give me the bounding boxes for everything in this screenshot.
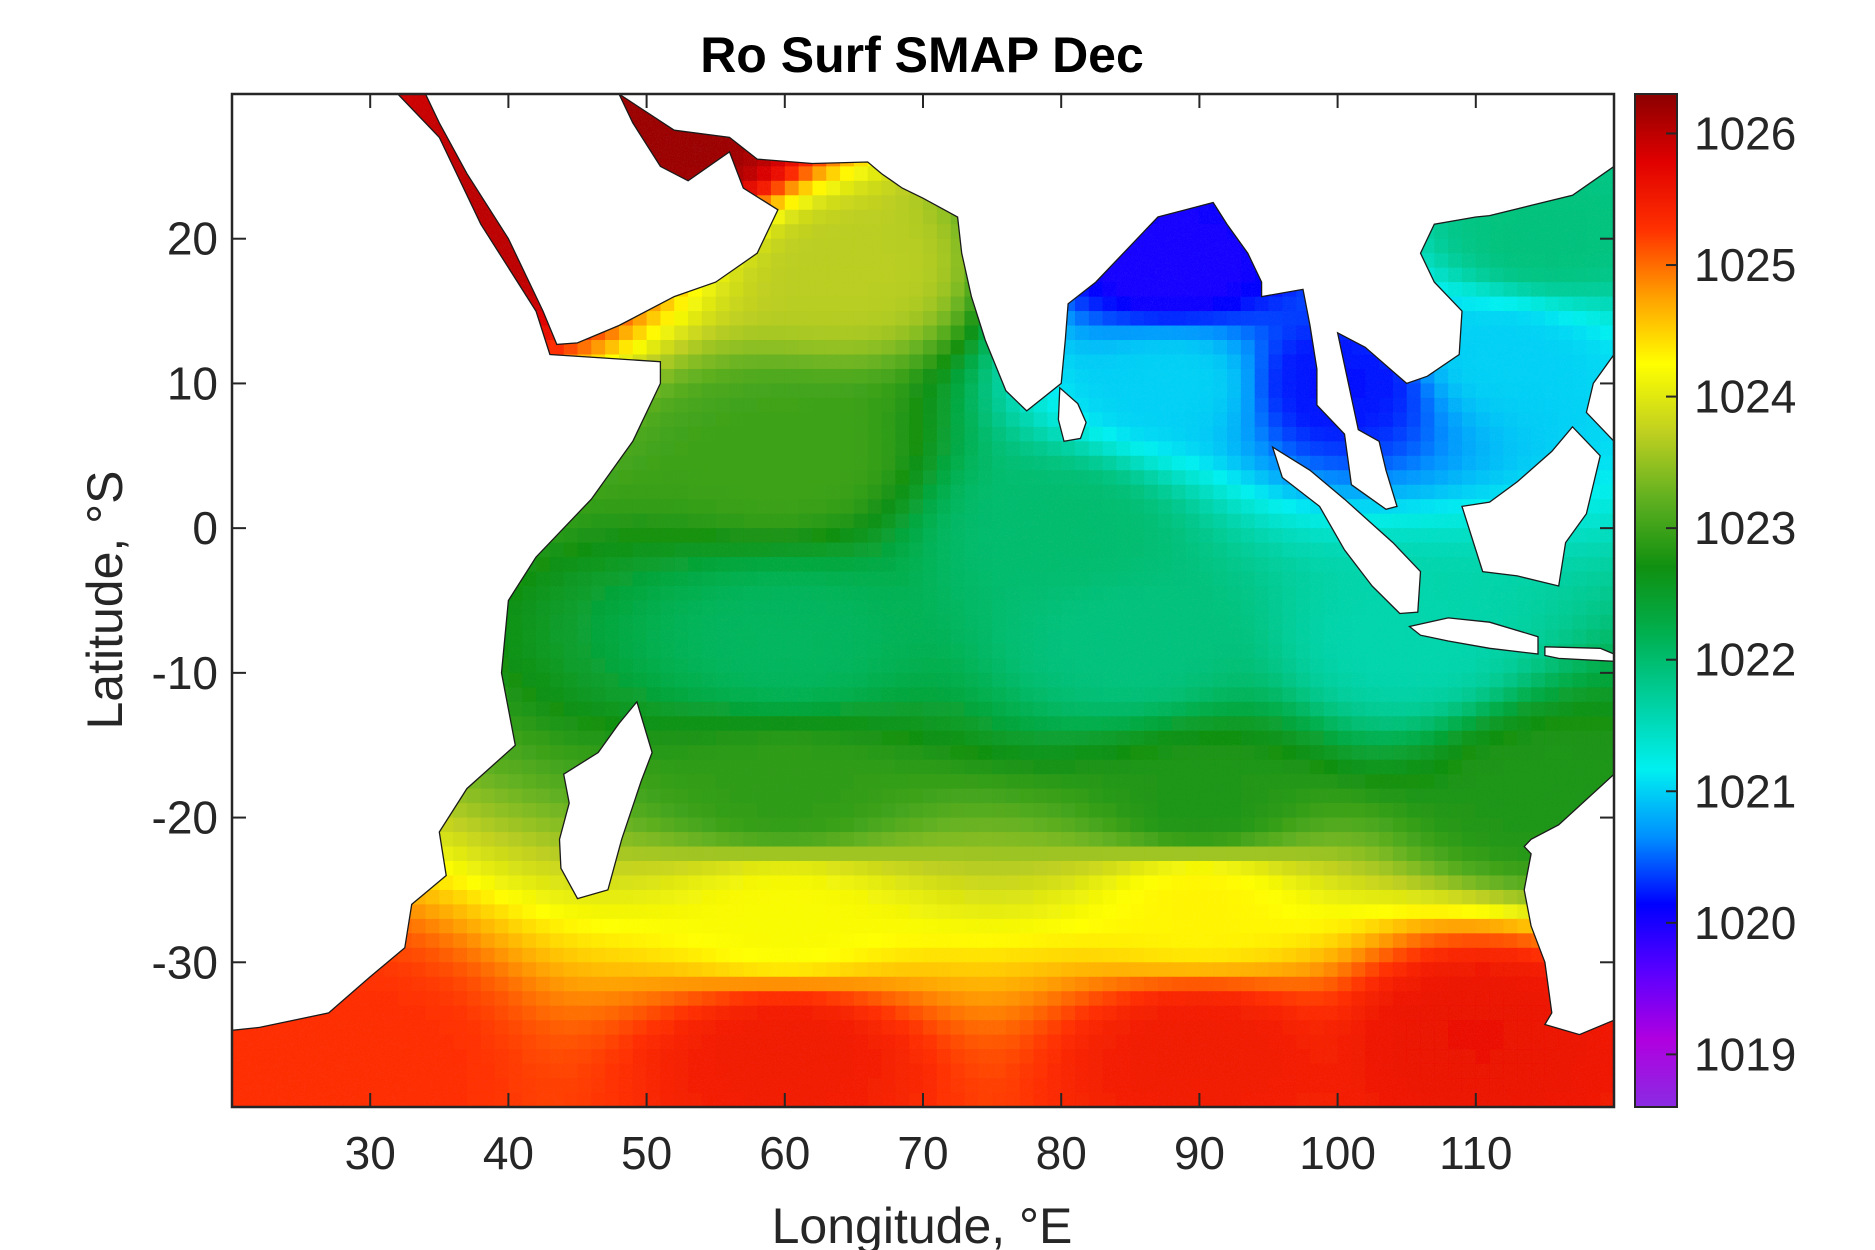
colorbar-bar	[1635, 94, 1677, 1107]
y-tick-label: -10	[152, 647, 218, 699]
iran-landmass	[617, 94, 1614, 511]
colorbar-tick-label: 1021	[1694, 765, 1796, 817]
colorbar-tick-label: 1025	[1694, 239, 1796, 291]
x-tick-label: 100	[1299, 1127, 1376, 1179]
colorbar-tick-label: 1019	[1694, 1028, 1796, 1080]
x-tick-label: 70	[897, 1127, 948, 1179]
colorbar-tick-label: 1024	[1694, 371, 1796, 423]
australia	[1523, 773, 1614, 1107]
land-masses	[232, 94, 1614, 1107]
lesser-sunda	[1544, 646, 1614, 662]
borneo	[1461, 425, 1601, 587]
plot-area	[230, 92, 1616, 1109]
x-axis-label: Longitude, °E	[772, 1198, 1073, 1250]
y-tick-label: 20	[167, 213, 218, 265]
colorbar-tick-label: 1020	[1694, 897, 1796, 949]
x-tick-label: 110	[1439, 1127, 1512, 1179]
x-tick-label: 60	[759, 1127, 810, 1179]
x-tick-label: 30	[345, 1127, 396, 1179]
x-tick-label: 50	[621, 1127, 672, 1179]
y-tick-label: 10	[167, 357, 218, 409]
y-tick-label: -30	[152, 936, 218, 988]
x-tick-label: 40	[483, 1127, 534, 1179]
java	[1408, 617, 1539, 655]
sri-lanka	[1057, 386, 1087, 443]
y-axis-label: Latitude, °S	[77, 470, 133, 729]
colorbar-tick-label: 1022	[1694, 634, 1796, 686]
sumatra	[1271, 445, 1422, 615]
colorbar-tick-label: 1026	[1694, 107, 1796, 159]
africa-landmass	[232, 94, 662, 1031]
colorbar-tick-label: 1023	[1694, 502, 1796, 554]
x-tick-label: 90	[1174, 1127, 1225, 1179]
y-tick-label: 0	[192, 502, 218, 554]
y-tick-label: -20	[152, 792, 218, 844]
arabia-landmass	[424, 94, 779, 346]
colorbar: 1019 1020 1021 1022 1023 1024 1025 1026	[1634, 93, 1796, 1108]
x-tick-label: 80	[1036, 1127, 1087, 1179]
philippines-east	[1585, 353, 1614, 443]
x-axis-ticks: 30 40 50 60 70 80 90 100 110	[345, 94, 1512, 1179]
colorbar-ticks: 1019 1020 1021 1022 1023 1024 1025 1026	[1666, 107, 1796, 1080]
madagascar	[558, 700, 653, 900]
y-axis-ticks: -30 -20 -10 0 10 20	[152, 213, 1614, 988]
chart-title: Ro Surf SMAP Dec	[700, 27, 1144, 83]
